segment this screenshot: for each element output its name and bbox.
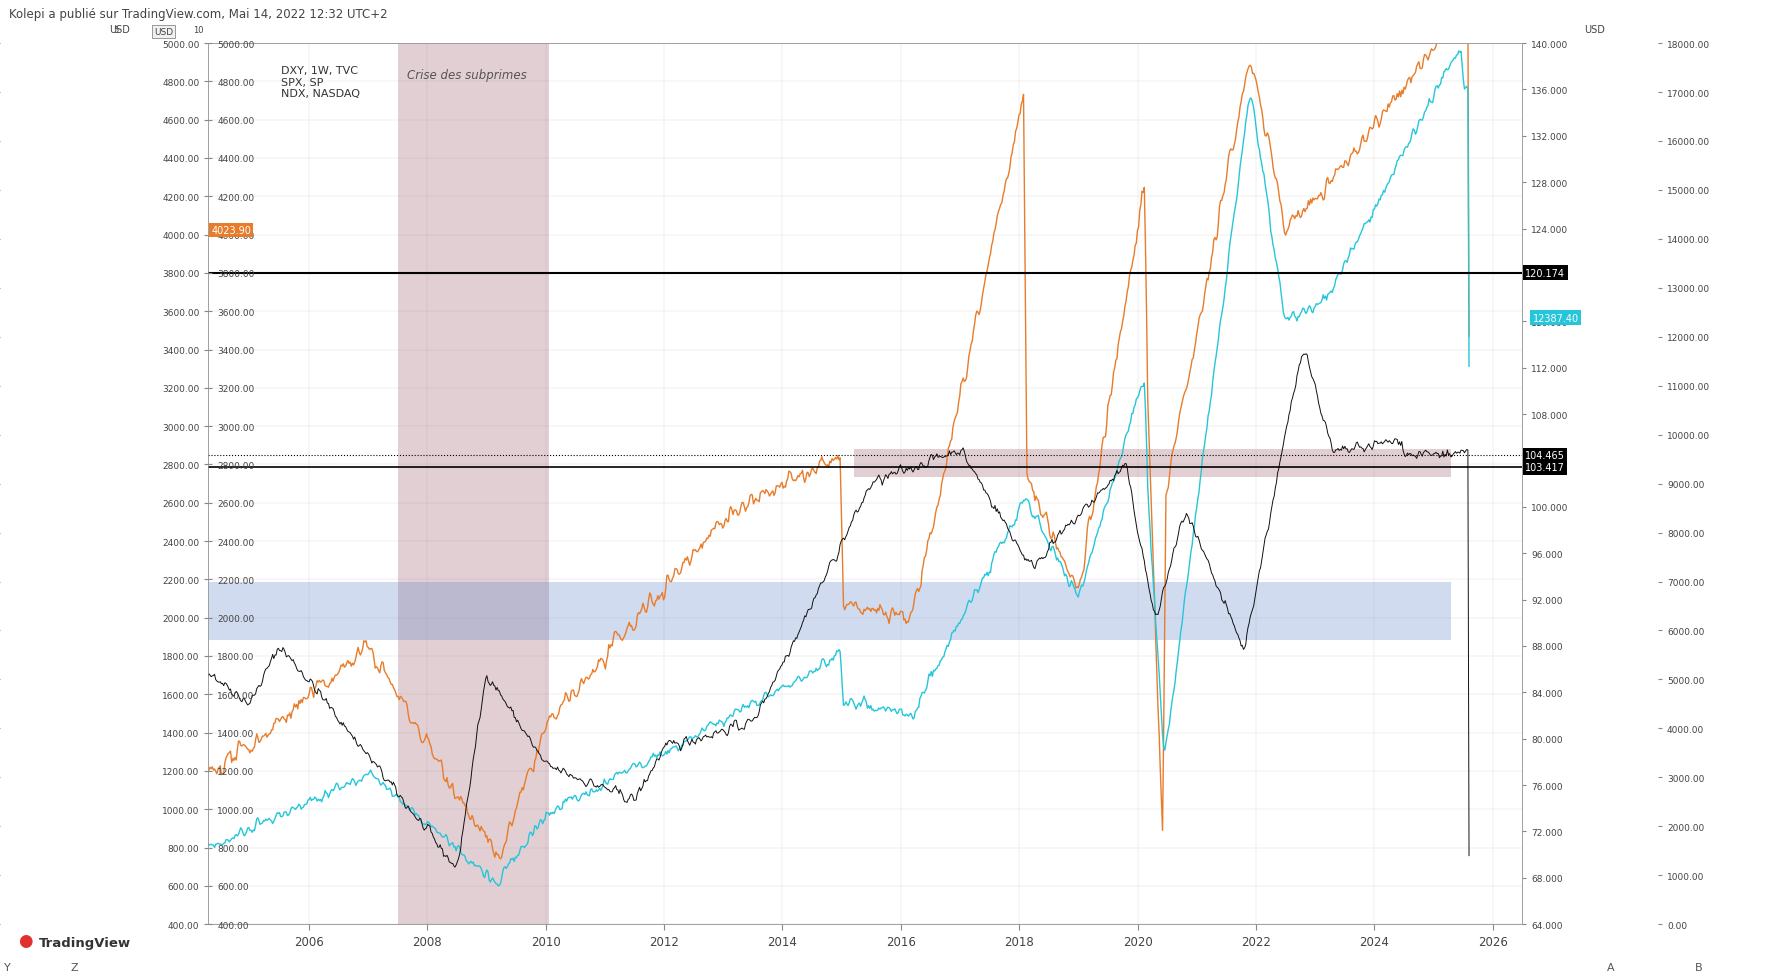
Text: Y: Y [4,962,11,972]
Text: TradingView: TradingView [39,936,131,949]
Text: B: B [1695,962,1702,972]
Bar [397,44,549,924]
Text: 4023.90: 4023.90 [212,226,251,236]
Text: 120.174: 120.174 [1526,269,1565,279]
Text: USD: USD [1584,25,1605,35]
Text: 5: 5 [113,26,118,35]
Text: Crise des subprimes: Crise des subprimes [406,68,526,82]
Text: 103.417: 103.417 [1526,463,1565,472]
Text: DXY, 1W, TVC
SPX, SP
NDX, NASDAQ: DXY, 1W, TVC SPX, SP NDX, NASDAQ [281,67,360,99]
Text: 104.465: 104.465 [1526,451,1565,461]
Text: Kolepi a publié sur TradingView.com, Mai 14, 2022 12:32 UTC+2: Kolepi a publié sur TradingView.com, Mai… [9,8,387,21]
Bar [208,583,1452,641]
Text: Z: Z [71,962,78,972]
Bar [853,449,1452,477]
Text: A: A [1607,962,1614,972]
Text: 10: 10 [192,26,203,35]
Text: USD: USD [109,25,129,35]
Text: USD: USD [154,28,173,37]
Text: ●: ● [18,931,32,949]
Text: 12387.40: 12387.40 [1533,314,1579,324]
